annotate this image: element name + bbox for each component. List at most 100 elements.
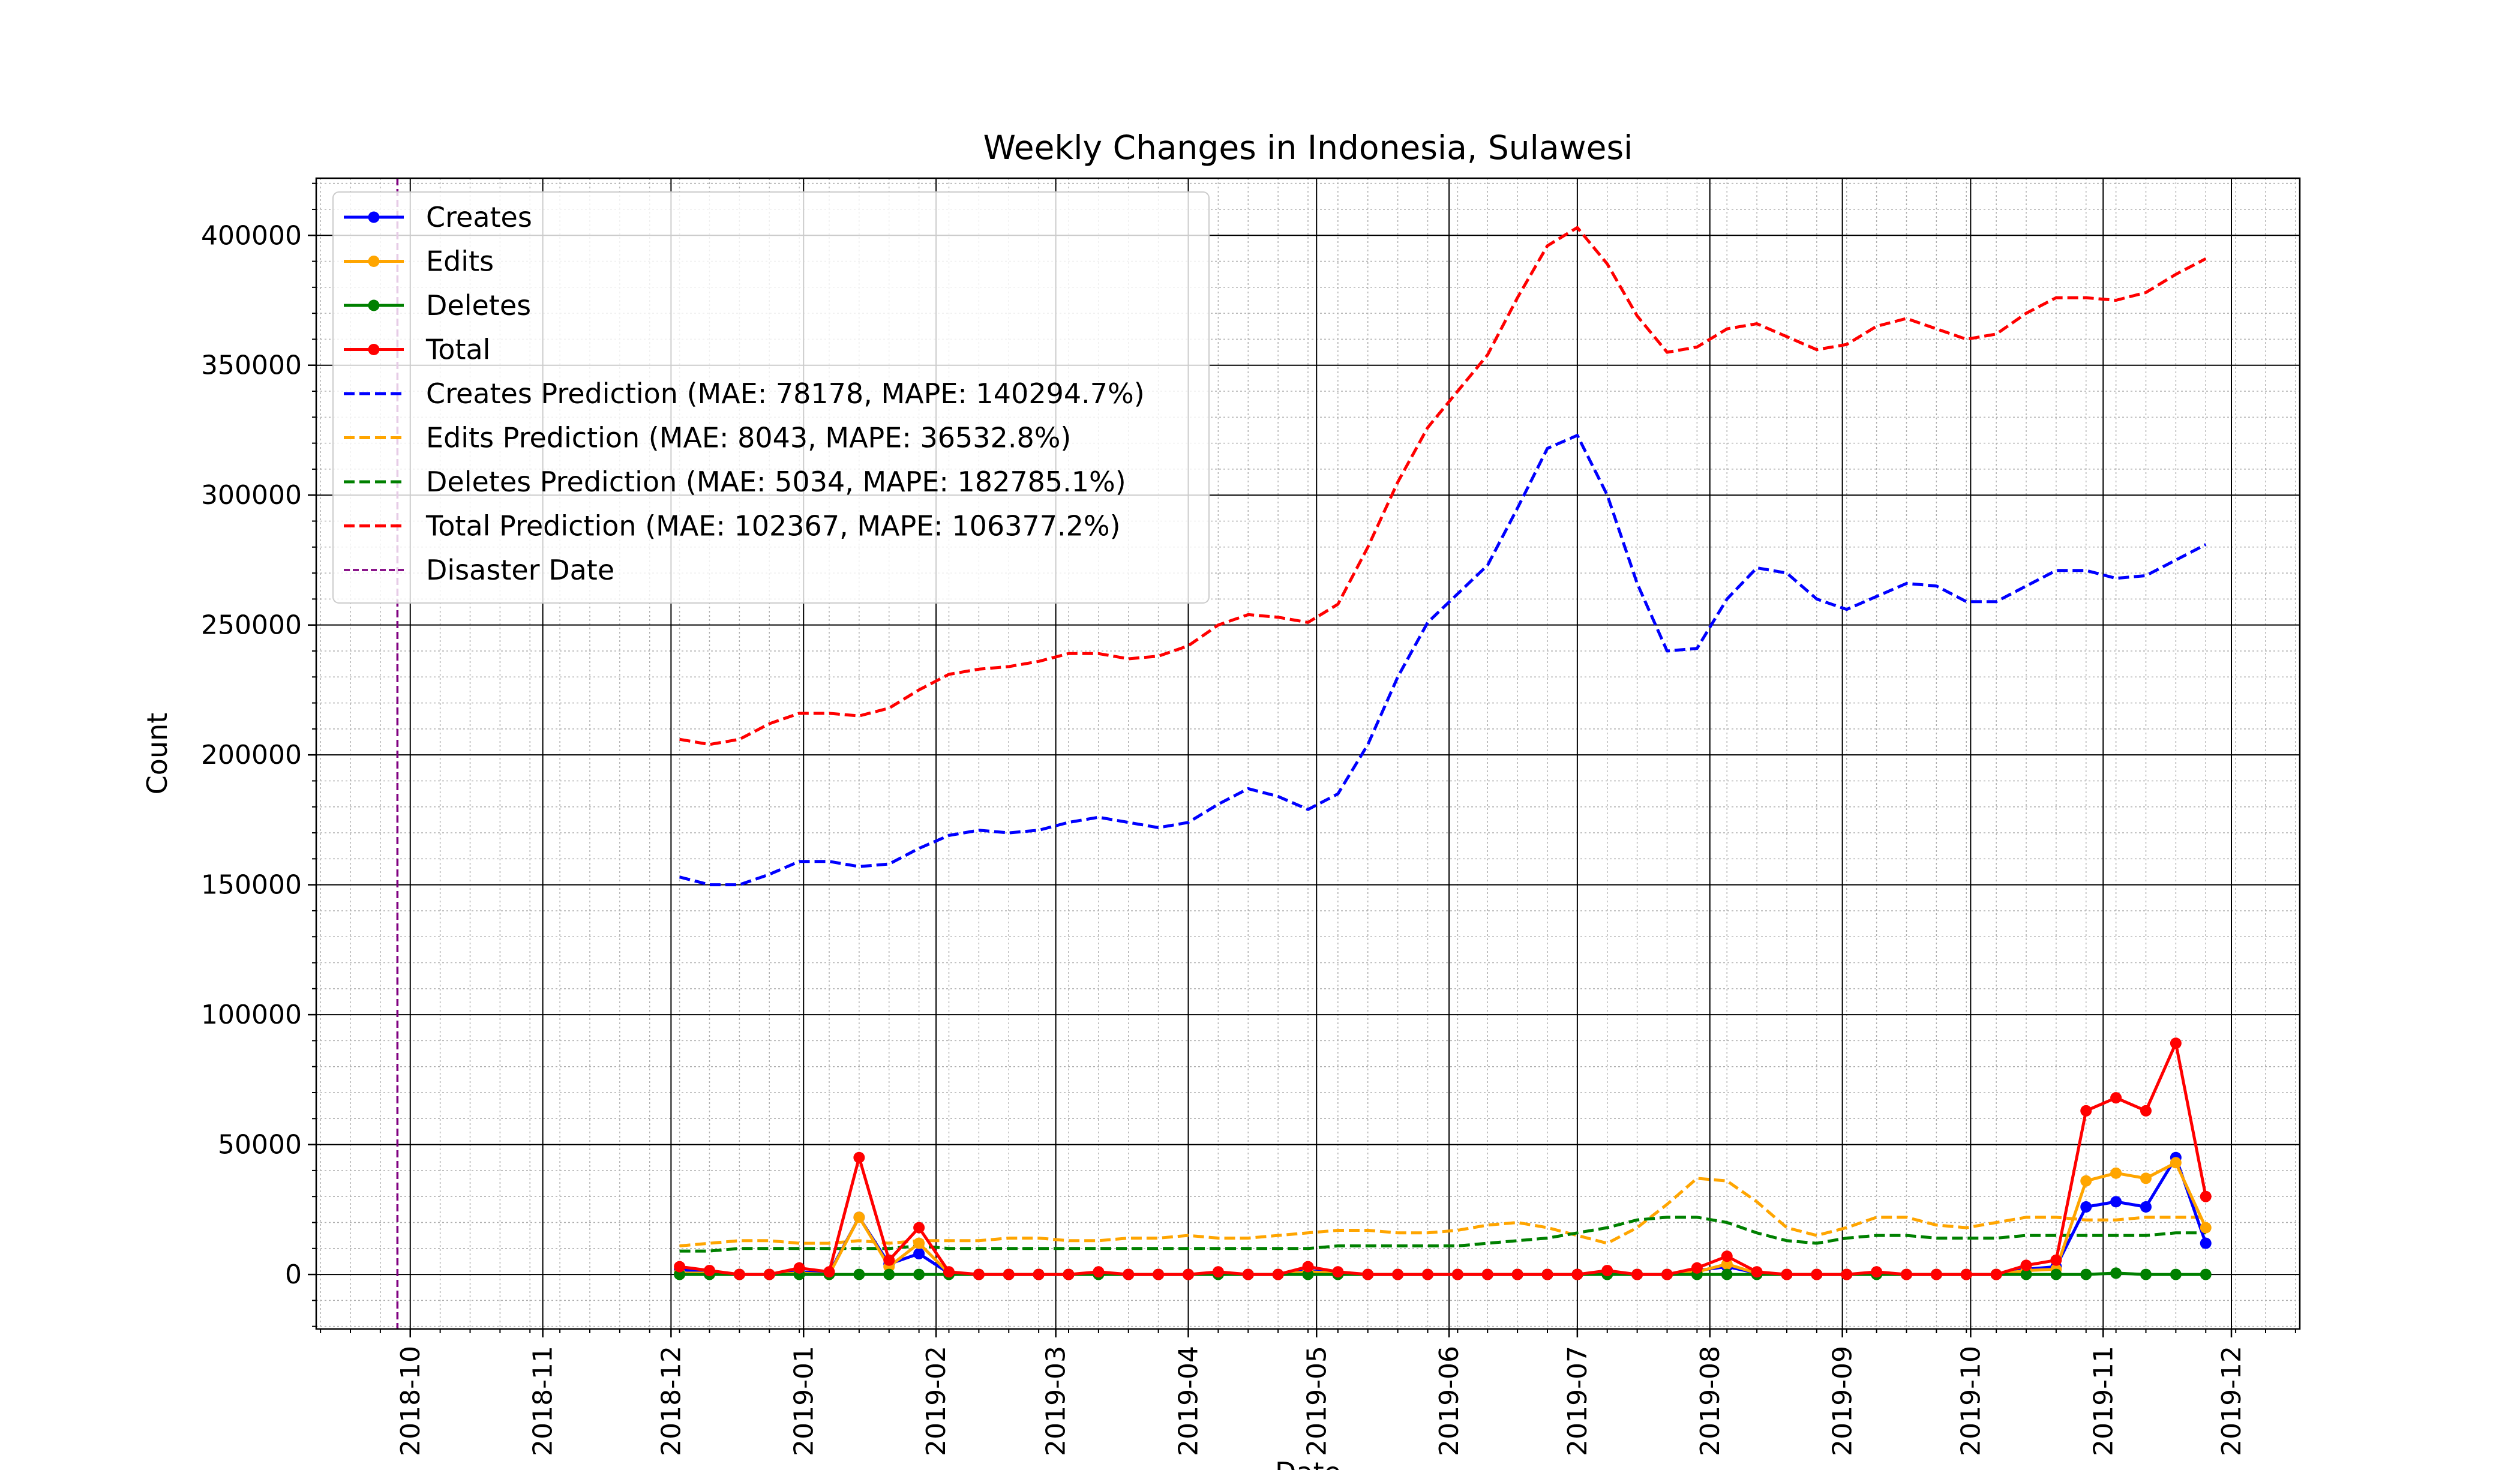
data-point xyxy=(674,1261,686,1273)
legend-box xyxy=(332,191,1210,604)
data-point xyxy=(1451,1268,1463,1280)
x-tick-label: 2019-09 xyxy=(1828,1346,1858,1456)
data-point xyxy=(1541,1268,1553,1280)
x-tick-label: 2018-11 xyxy=(528,1346,559,1456)
y-tick-label: 50000 xyxy=(218,1130,302,1160)
series-line xyxy=(679,1042,2207,1276)
legend-marker xyxy=(368,299,380,311)
data-point xyxy=(793,1262,805,1274)
data-point xyxy=(1063,1268,1075,1280)
data-point xyxy=(1422,1268,1433,1280)
x-tick-label: 2018-10 xyxy=(395,1346,426,1456)
data-point xyxy=(1212,1266,1224,1278)
data-point xyxy=(1093,1266,1105,1278)
data-point xyxy=(853,1268,865,1280)
data-point xyxy=(1871,1266,1883,1278)
data-point xyxy=(1033,1268,1045,1280)
x-axis: 2018-10 2018-11 2018-12 2019-01 2019-02 2019-… xyxy=(320,1329,2296,1456)
data-point xyxy=(2080,1175,2092,1187)
series-line xyxy=(679,434,2207,887)
data-point xyxy=(1691,1262,1703,1274)
data-point xyxy=(1811,1268,1823,1280)
data-point xyxy=(2200,1268,2212,1280)
data-point xyxy=(1571,1268,1583,1280)
data-point xyxy=(2200,1190,2212,1202)
series-creates-prediction xyxy=(679,434,2207,887)
data-point xyxy=(2080,1268,2092,1280)
data-point xyxy=(2080,1201,2092,1213)
data-point xyxy=(913,1237,925,1249)
data-point xyxy=(2050,1268,2062,1280)
data-point xyxy=(2110,1167,2122,1179)
x-tick-label: 2018-12 xyxy=(656,1346,686,1456)
legend-label: Edits xyxy=(426,245,494,278)
data-point xyxy=(704,1265,715,1277)
data-point xyxy=(1721,1258,1733,1270)
data-point xyxy=(943,1266,955,1278)
x-tick-label: 2019-10 xyxy=(1955,1346,1986,1456)
data-point xyxy=(883,1268,895,1280)
series-total-prediction xyxy=(679,226,2207,746)
series-creates xyxy=(674,1151,2212,1280)
legend-label: Total Prediction (MAE: 102367, MAPE: 106… xyxy=(425,510,1121,542)
x-tick-label: 2019-12 xyxy=(2216,1346,2247,1456)
data-point xyxy=(2110,1196,2122,1208)
x-tick-label: 2019-01 xyxy=(788,1346,819,1456)
data-point xyxy=(853,1211,865,1223)
data-point xyxy=(2140,1201,2152,1213)
legend: Creates Edits Deletes Total Creates Predicti… xyxy=(332,191,1210,604)
data-point xyxy=(2200,1237,2212,1249)
data-point xyxy=(1183,1268,1194,1280)
y-axis: 0 50000 100000 150000 200000 250000 300000 3500… xyxy=(201,182,316,1327)
legend-marker xyxy=(368,344,380,355)
series-edits-prediction xyxy=(679,1177,2206,1247)
data-point xyxy=(1841,1268,1853,1280)
data-point xyxy=(2110,1092,2122,1104)
legend-label: Total xyxy=(425,334,490,366)
y-axis-title: Count xyxy=(141,713,173,795)
data-point xyxy=(1631,1268,1643,1280)
legend-label: Deletes Prediction (MAE: 5034, MAPE: 182… xyxy=(426,466,1126,498)
data-point xyxy=(1721,1268,1733,1280)
x-tick-label: 2019-06 xyxy=(1434,1346,1465,1456)
data-point xyxy=(1302,1261,1314,1273)
data-point xyxy=(1481,1268,1493,1280)
data-point xyxy=(1003,1268,1015,1280)
data-point xyxy=(973,1268,985,1280)
y-tick-label: 300000 xyxy=(201,480,302,511)
legend-label: Creates xyxy=(426,201,532,233)
x-tick-label: 2019-11 xyxy=(2088,1346,2119,1456)
data-point xyxy=(2140,1105,2152,1117)
grid xyxy=(316,178,2300,1329)
data-point xyxy=(1123,1268,1135,1280)
data-point xyxy=(1153,1268,1165,1280)
legend-label: Disaster Date xyxy=(426,554,614,586)
data-point xyxy=(2140,1268,2152,1280)
data-point xyxy=(2170,1268,2182,1280)
x-tick-label: 2019-03 xyxy=(1041,1346,1072,1456)
legend-marker xyxy=(368,211,380,223)
data-point xyxy=(913,1222,925,1234)
data-point xyxy=(1601,1265,1613,1277)
data-point xyxy=(1242,1268,1254,1280)
y-tick-label: 150000 xyxy=(201,870,302,901)
y-tick-label: 100000 xyxy=(201,1000,302,1030)
data-point xyxy=(1960,1268,1972,1280)
series-line xyxy=(679,1156,2207,1276)
data-point xyxy=(2080,1105,2092,1117)
data-point xyxy=(1751,1266,1763,1278)
data-point xyxy=(823,1266,835,1278)
data-point xyxy=(1990,1268,2002,1280)
data-point xyxy=(853,1151,865,1163)
data-point xyxy=(2170,1037,2182,1049)
y-tick-label: 250000 xyxy=(201,610,302,641)
data-point xyxy=(674,1268,686,1280)
series-total xyxy=(674,1037,2212,1280)
data-point xyxy=(1511,1268,1523,1280)
data-point xyxy=(913,1247,925,1259)
data-point xyxy=(1362,1268,1374,1280)
data-point xyxy=(2020,1268,2032,1280)
data-point xyxy=(883,1254,895,1266)
series-line xyxy=(679,226,2207,746)
